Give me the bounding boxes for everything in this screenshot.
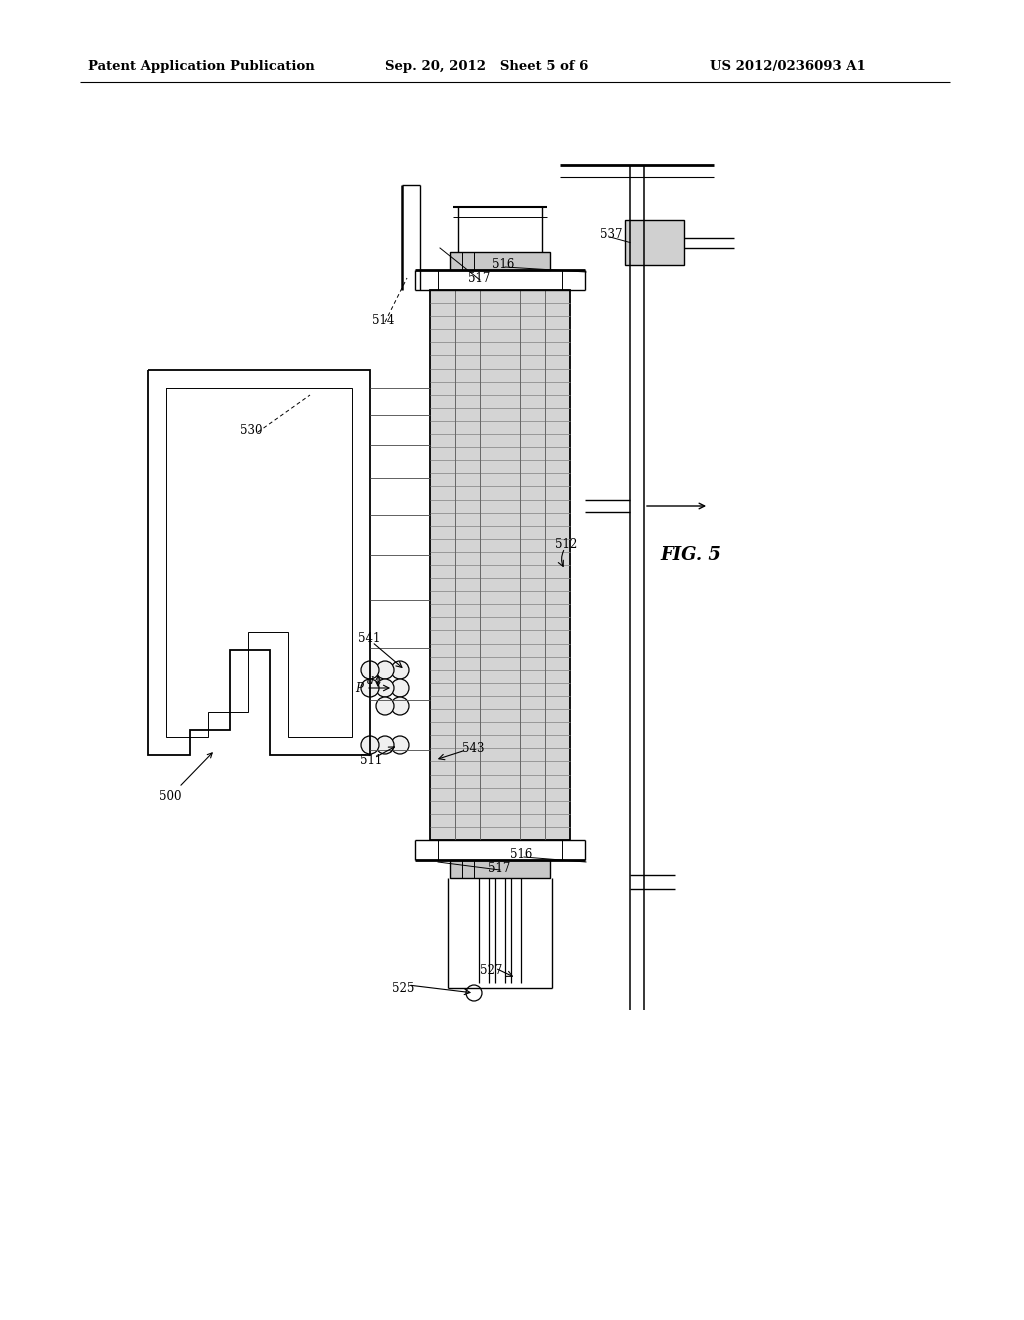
Circle shape [376, 678, 394, 697]
Text: Patent Application Publication: Patent Application Publication [88, 59, 314, 73]
Text: 511: 511 [360, 754, 382, 767]
Text: 516: 516 [492, 259, 514, 272]
Circle shape [361, 737, 379, 754]
Text: FIG. 5: FIG. 5 [660, 546, 721, 564]
Text: 527: 527 [480, 964, 503, 977]
Circle shape [376, 737, 394, 754]
Circle shape [391, 661, 409, 678]
Circle shape [376, 697, 394, 715]
Text: P: P [355, 681, 362, 694]
Bar [430, 290, 570, 840]
Bar [450, 861, 550, 878]
Circle shape [376, 661, 394, 678]
Circle shape [391, 737, 409, 754]
Text: 537: 537 [600, 228, 623, 242]
Circle shape [466, 985, 482, 1001]
Text: 517: 517 [488, 862, 510, 874]
Text: 525: 525 [392, 982, 415, 994]
Bar [430, 290, 570, 840]
Text: 512: 512 [555, 539, 578, 552]
Circle shape [391, 697, 409, 715]
Text: US 2012/0236093 A1: US 2012/0236093 A1 [710, 59, 865, 73]
Text: 514: 514 [372, 314, 394, 326]
Text: 516: 516 [510, 849, 532, 862]
Text: 517: 517 [468, 272, 490, 285]
Circle shape [361, 678, 379, 697]
Text: 530: 530 [240, 424, 262, 437]
Bar [450, 252, 550, 271]
Text: Sep. 20, 2012   Sheet 5 of 6: Sep. 20, 2012 Sheet 5 of 6 [385, 59, 589, 73]
Text: 541: 541 [358, 631, 380, 644]
Text: 543: 543 [462, 742, 484, 755]
Circle shape [391, 678, 409, 697]
Text: 500: 500 [159, 752, 212, 803]
Circle shape [361, 661, 379, 678]
Bar [625, 220, 684, 265]
Text: d: d [367, 676, 374, 686]
